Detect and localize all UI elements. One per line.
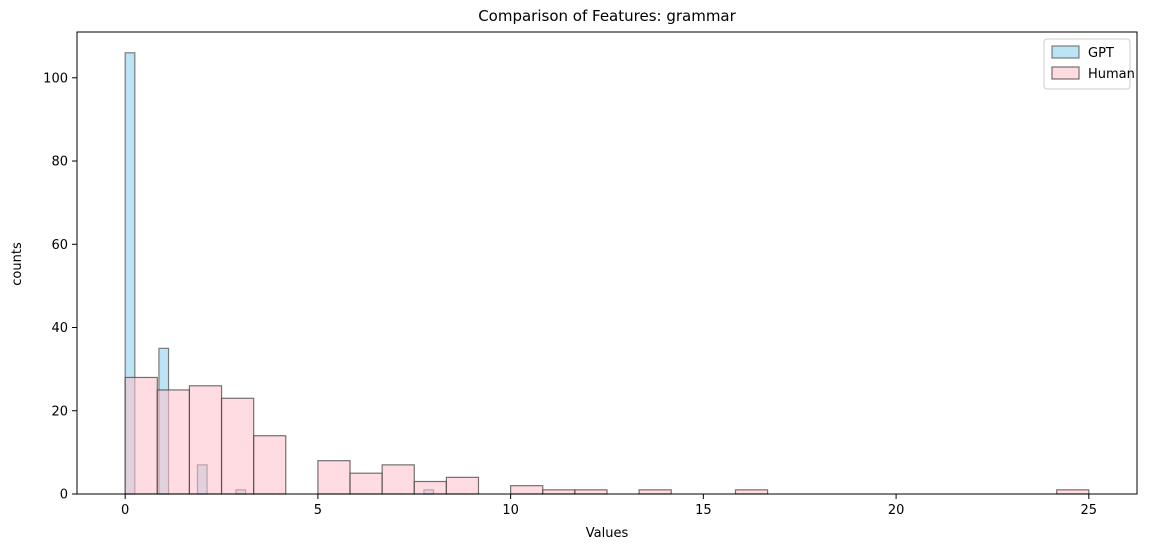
human-bar-13 bbox=[638, 489, 672, 495]
human-bar-6 bbox=[349, 472, 383, 495]
y-tick-label-100: 100 bbox=[43, 71, 68, 86]
human-bar-8 bbox=[413, 480, 447, 495]
y-axis-label: counts bbox=[10, 242, 25, 286]
legend-label-gpt: GPT bbox=[1088, 46, 1114, 61]
human-bar-15 bbox=[1056, 489, 1090, 495]
y-tick-label-80: 80 bbox=[51, 155, 68, 170]
legend-swatch-human bbox=[1051, 66, 1080, 80]
x-tick-label-0: 0 bbox=[121, 503, 129, 518]
human-bar-3 bbox=[220, 397, 255, 495]
chart-title: Comparison of Features: grammar bbox=[478, 7, 736, 25]
x-tick-label-5: 5 bbox=[314, 503, 322, 518]
human-bar-9 bbox=[445, 476, 480, 495]
x-tick-label-10: 10 bbox=[502, 503, 519, 518]
human-bar-12 bbox=[574, 489, 608, 495]
x-axis-label: Values bbox=[586, 526, 629, 541]
human-bar-7 bbox=[381, 464, 415, 495]
human-bar-4 bbox=[253, 435, 287, 495]
x-axis: 0 5 10 15 20 25 bbox=[121, 494, 1097, 518]
x-tick-label-15: 15 bbox=[695, 503, 712, 518]
legend: GPT Human bbox=[1043, 38, 1135, 90]
human-bar-0 bbox=[124, 376, 158, 495]
legend-label-human: Human bbox=[1088, 67, 1135, 82]
x-tick-label-20: 20 bbox=[888, 503, 905, 518]
human-bar-10 bbox=[510, 485, 544, 495]
x-tick-label-25: 25 bbox=[1081, 503, 1098, 518]
y-tick-label-0: 0 bbox=[60, 488, 68, 503]
human-bar-5 bbox=[317, 460, 351, 495]
y-axis: 0 20 40 60 80 100 bbox=[43, 71, 77, 503]
human-bar-11 bbox=[542, 489, 576, 495]
plot-area bbox=[76, 31, 1138, 495]
legend-swatch-gpt bbox=[1051, 45, 1080, 59]
human-bar-14 bbox=[734, 489, 769, 495]
plot-frame bbox=[76, 31, 1138, 495]
human-bar-1 bbox=[156, 389, 190, 495]
y-tick-label-60: 60 bbox=[51, 238, 68, 253]
y-tick-label-20: 20 bbox=[51, 404, 68, 419]
human-bar-2 bbox=[188, 385, 223, 495]
y-tick-label-40: 40 bbox=[51, 321, 68, 336]
